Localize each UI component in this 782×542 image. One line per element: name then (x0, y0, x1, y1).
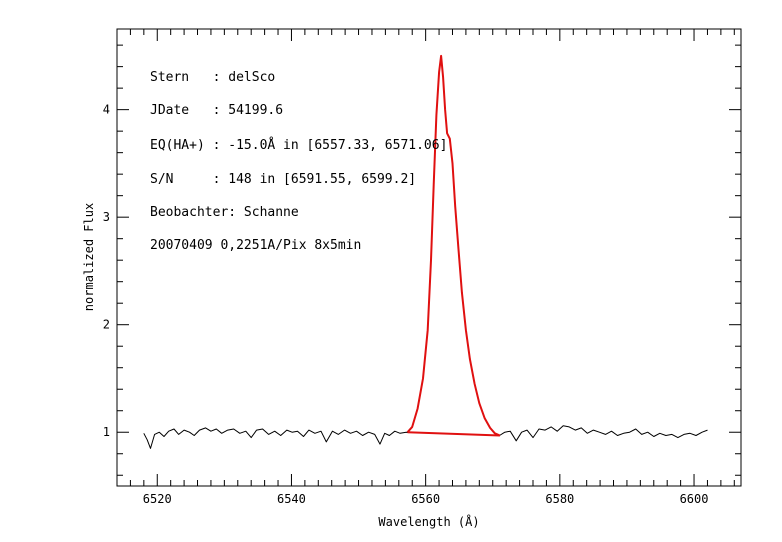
x-tick-label: 6520 (143, 492, 172, 506)
annotation-observer: Beobachter: Schanne (150, 205, 299, 220)
x-tick-label: 6580 (545, 492, 574, 506)
spectrum-line (143, 425, 708, 449)
y-tick-labels: 1 2 3 4 (103, 103, 110, 440)
axis-ticks (116, 29, 741, 486)
x-tick-label: 6540 (277, 492, 306, 506)
x-tick-labels: 6520 6540 6560 6580 6600 (143, 492, 709, 506)
series-group (143, 54, 708, 449)
annotation-eq: EQ(HA+) : -15.0Å in [6557.33, 6571.06] (150, 137, 447, 153)
annotation-block: Stern : delSco JDate : 54199.6 EQ(HA+) :… (150, 70, 447, 253)
annotation-jdate: JDate : 54199.6 (150, 103, 283, 118)
y-tick-label: 4 (103, 103, 110, 117)
x-axis-label: Wavelength (Å) (378, 514, 479, 529)
annotation-sn: S/N : 148 in [6591.55, 6599.2] (150, 172, 416, 187)
y-tick-label: 3 (103, 210, 110, 224)
y-axis-label: normalized Flux (82, 203, 96, 311)
annotation-star: Stern : delSco (150, 70, 275, 85)
y-tick-label: 2 (103, 318, 110, 332)
annotation-date-resolution: 20070409 0,2251A/Pix 8x5min (150, 238, 361, 253)
x-tick-label: 6600 (680, 492, 709, 506)
continuum-baseline (407, 431, 500, 437)
plot-frame (116, 28, 742, 487)
y-tick-label: 1 (103, 425, 110, 439)
halpha-emission-line (406, 54, 501, 437)
x-tick-label: 6560 (411, 492, 440, 506)
